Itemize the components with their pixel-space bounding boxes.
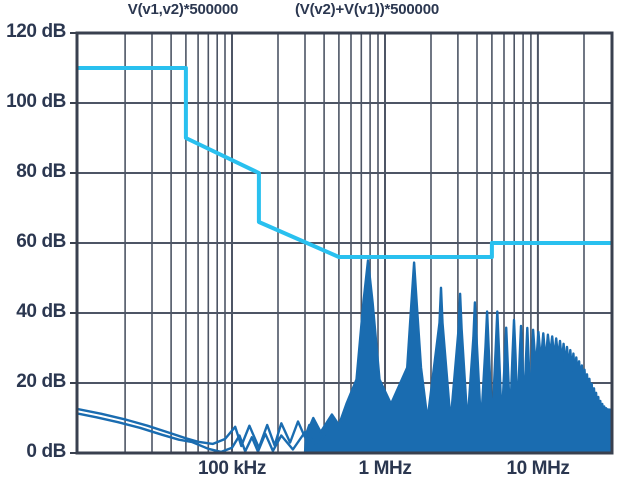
y-tick-label-0: 0 dB [26, 441, 66, 462]
legend-trace2-label: (V(v2)+V(v1))*500000 [294, 1, 439, 18]
spectrum-trace-b [77, 412, 341, 453]
plot-border [75, 31, 614, 455]
x-tick-label-1mhz: 1 MHz [358, 458, 412, 479]
legend-trace1-label: V(v1,v2)*500000 [127, 1, 239, 18]
y-tick-label-80: 80 dB [16, 161, 66, 182]
emission-limit-mask-line [77, 66, 612, 259]
y-tick-label-20: 20 dB [16, 371, 66, 392]
x-tick-label-100khz: 100 kHz [198, 458, 266, 479]
y-tick-label-120: 120 dB [6, 21, 66, 42]
y-tick-label-100: 100 dB [6, 91, 66, 112]
x-tick-label-10mhz: 10 MHz [506, 458, 570, 479]
y-tick-label-40: 40 dB [16, 301, 66, 322]
y-tick-label-60: 60 dB [16, 231, 66, 252]
spectrum-harmonics-trace [303, 259, 612, 453]
